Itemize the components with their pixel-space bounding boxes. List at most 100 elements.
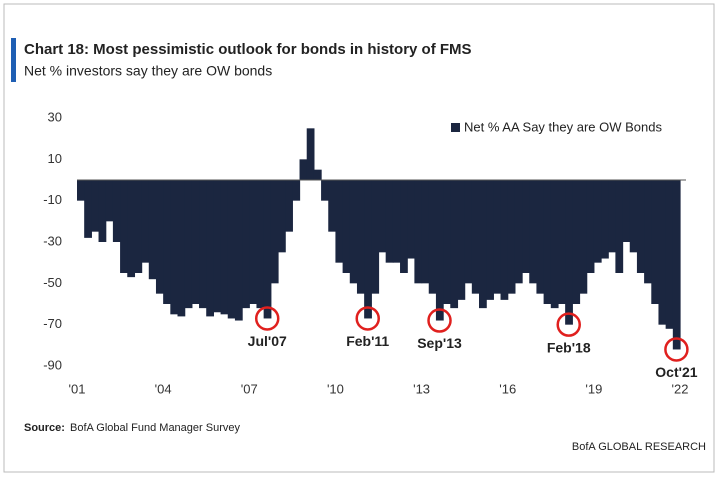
bar bbox=[84, 180, 92, 238]
bar bbox=[112, 180, 121, 242]
bar bbox=[270, 180, 279, 284]
bar bbox=[644, 180, 652, 284]
bar bbox=[155, 180, 164, 294]
bar bbox=[349, 180, 358, 284]
chart-subtitle: Net % investors say they are OW bonds bbox=[24, 63, 272, 79]
bar bbox=[400, 180, 408, 273]
x-tick-label: '10 bbox=[327, 381, 344, 396]
bar bbox=[522, 180, 530, 273]
bar bbox=[672, 180, 681, 350]
bar bbox=[170, 180, 179, 315]
bar bbox=[356, 180, 365, 294]
bar bbox=[299, 159, 308, 180]
legend-swatch bbox=[451, 123, 460, 132]
y-tick-label: 10 bbox=[48, 151, 62, 166]
bar bbox=[371, 180, 380, 294]
bar bbox=[278, 180, 286, 253]
bar bbox=[622, 180, 631, 242]
bar bbox=[586, 180, 595, 273]
x-tick-label: '04 bbox=[155, 381, 172, 396]
bar bbox=[220, 180, 229, 315]
bar bbox=[256, 180, 265, 309]
bar bbox=[593, 180, 602, 263]
bar bbox=[608, 180, 616, 253]
chart-title: Chart 18: Most pessimistic outlook for b… bbox=[24, 41, 472, 58]
title-accent bbox=[11, 38, 16, 82]
legend-label: Net % AA Say they are OW Bonds bbox=[464, 119, 662, 134]
bar bbox=[450, 180, 459, 309]
bar bbox=[557, 180, 566, 304]
bar bbox=[120, 180, 128, 273]
annotation-circle bbox=[664, 337, 689, 362]
bar bbox=[615, 180, 624, 273]
bar bbox=[435, 180, 444, 321]
bar bbox=[507, 180, 516, 294]
bar bbox=[163, 180, 171, 304]
annotation-circle bbox=[254, 306, 280, 331]
bar bbox=[292, 180, 301, 201]
y-tick-label: -30 bbox=[43, 233, 62, 248]
y-tick-label: -90 bbox=[43, 357, 62, 372]
bar bbox=[493, 180, 502, 294]
bar bbox=[127, 180, 136, 278]
annotation-label: Feb'18 bbox=[547, 339, 591, 355]
bar bbox=[543, 180, 552, 304]
bar bbox=[91, 180, 100, 232]
x-tick-label: '16 bbox=[499, 381, 516, 396]
bar bbox=[328, 180, 337, 232]
y-tick-label: 30 bbox=[48, 109, 62, 124]
bar bbox=[514, 180, 523, 284]
bar bbox=[342, 180, 351, 273]
y-tick-label: -50 bbox=[43, 275, 62, 290]
annotation-circle bbox=[556, 312, 581, 337]
y-tick-label: -70 bbox=[43, 316, 62, 331]
annotation-circle bbox=[427, 308, 452, 333]
bar bbox=[306, 128, 315, 180]
bar bbox=[364, 180, 372, 319]
bar bbox=[206, 180, 214, 317]
bar bbox=[98, 180, 107, 242]
annotation-label: Jul'07 bbox=[248, 333, 287, 349]
bar bbox=[263, 180, 272, 319]
bar bbox=[242, 180, 250, 309]
bar bbox=[486, 180, 494, 300]
y-tick-label: -10 bbox=[43, 192, 62, 207]
bar bbox=[234, 180, 243, 321]
bar bbox=[443, 180, 451, 304]
bar bbox=[385, 180, 394, 263]
annotation-circle bbox=[355, 306, 380, 331]
bar bbox=[335, 180, 344, 263]
bar bbox=[313, 169, 322, 180]
x-tick-label: '07 bbox=[241, 381, 258, 396]
bar bbox=[141, 180, 150, 263]
annotation-label: Feb'11 bbox=[346, 333, 389, 349]
bar bbox=[184, 180, 193, 309]
bar bbox=[105, 180, 114, 222]
bar bbox=[651, 180, 660, 304]
bar bbox=[529, 180, 538, 284]
bar bbox=[500, 180, 509, 300]
source-label: Source: bbox=[24, 422, 65, 434]
bar bbox=[177, 180, 186, 317]
x-tick-label: '19 bbox=[585, 381, 602, 396]
bar bbox=[134, 180, 143, 273]
bar bbox=[227, 180, 236, 319]
bar bbox=[77, 180, 85, 201]
x-tick-label: '01 bbox=[69, 381, 86, 396]
source: BofA Global Fund Manager Survey bbox=[70, 422, 240, 434]
bar bbox=[249, 180, 258, 304]
annotation-label: Oct'21 bbox=[655, 364, 697, 380]
bar bbox=[579, 180, 588, 294]
bar bbox=[213, 180, 222, 313]
annotation-label: Sep'13 bbox=[417, 335, 462, 351]
bar bbox=[471, 180, 480, 294]
x-tick-label: '22 bbox=[672, 381, 689, 396]
bar bbox=[479, 180, 487, 309]
bar bbox=[414, 180, 423, 284]
bar bbox=[536, 180, 545, 294]
bar bbox=[191, 180, 200, 304]
bar bbox=[665, 180, 674, 329]
bar bbox=[601, 180, 609, 259]
